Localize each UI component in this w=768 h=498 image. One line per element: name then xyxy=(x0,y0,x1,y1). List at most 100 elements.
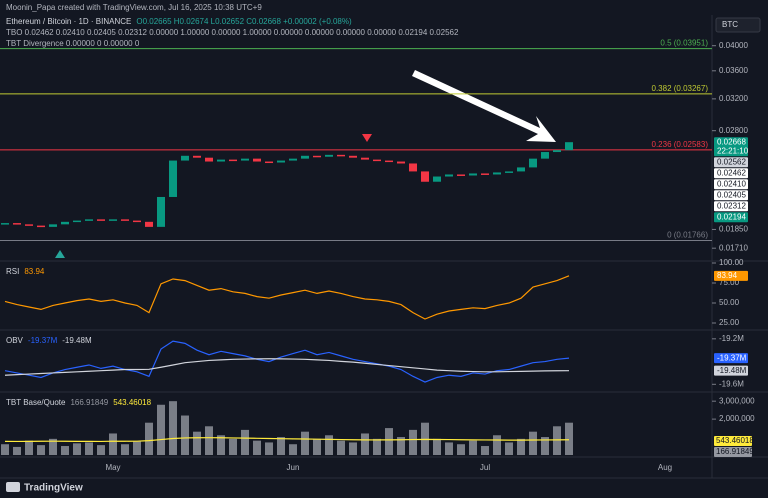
volume-bar xyxy=(13,446,21,455)
price-label: 0.02668 xyxy=(717,137,746,146)
volume-bar xyxy=(445,442,453,455)
candle xyxy=(433,176,441,182)
candle xyxy=(565,142,573,151)
legend-text: OBV xyxy=(6,336,24,345)
price-label-box xyxy=(714,190,748,201)
candle xyxy=(25,224,33,226)
volume-bar xyxy=(553,426,561,455)
volume-bar xyxy=(133,441,141,455)
indicator-line xyxy=(4,275,570,320)
y-tick-label: 0.04000 xyxy=(719,41,748,50)
legend-text: Ethereum / Bitcoin · 1D · BINANCE xyxy=(6,17,131,26)
volume-bar xyxy=(181,415,189,455)
price-label: 0.02194 xyxy=(717,212,746,221)
x-tick-label: Aug xyxy=(658,463,672,472)
level-label: 0.236 (0.02583) xyxy=(652,140,709,149)
candle xyxy=(409,163,417,172)
volume-bar xyxy=(481,446,489,455)
volume-bar xyxy=(193,431,201,455)
candle xyxy=(457,174,465,176)
volume-bar xyxy=(529,431,537,455)
candle xyxy=(421,171,429,182)
legend-text: RSI xyxy=(6,267,19,276)
price-label: 0.02562 xyxy=(717,157,746,166)
volume-bar xyxy=(253,440,261,455)
level-label: 0 (0.01766) xyxy=(667,231,708,240)
volume-bar xyxy=(349,442,357,455)
value-badge xyxy=(714,270,748,281)
candle xyxy=(349,155,357,158)
brand-logo xyxy=(6,482,20,492)
candle xyxy=(1,223,9,225)
volume-ma-line xyxy=(4,437,570,443)
candle xyxy=(133,220,141,223)
volume-bar xyxy=(49,438,57,455)
legend-text: TBT Divergence 0.00000 0 0.00000 0 xyxy=(6,39,140,48)
candle xyxy=(169,160,177,197)
price-label: 0.02410 xyxy=(717,179,746,188)
candle xyxy=(205,157,213,162)
symbol-button-label[interactable]: BTC xyxy=(722,20,738,29)
symbol-button[interactable] xyxy=(715,17,761,33)
candle xyxy=(85,219,93,221)
author-line: Moonin_Papa created with TradingView.com… xyxy=(6,3,262,12)
volume-bar xyxy=(313,438,321,455)
volume-bar xyxy=(217,435,225,455)
volume-bar xyxy=(265,442,273,455)
volume-bar xyxy=(361,433,369,455)
volume-bar xyxy=(373,438,381,455)
legend-text: TBT Base/Quote xyxy=(6,398,66,407)
volume-bar xyxy=(25,440,33,455)
candle xyxy=(61,221,69,225)
candle xyxy=(361,157,369,160)
candle xyxy=(385,160,393,163)
x-tick-label: May xyxy=(105,463,120,472)
value-badge xyxy=(714,353,748,364)
x-tick-label: Jun xyxy=(287,463,300,472)
candle xyxy=(73,220,81,223)
candle xyxy=(181,155,189,161)
candle xyxy=(241,158,249,161)
volume-bar xyxy=(469,440,477,455)
price-label-box xyxy=(714,212,748,223)
value-badge xyxy=(714,447,752,457)
volume-bar xyxy=(397,437,405,455)
volume-bar xyxy=(157,404,165,455)
volume-bar xyxy=(1,444,9,455)
price-label-box xyxy=(714,179,748,190)
y-tick-label: 25.00 xyxy=(719,318,740,327)
candle xyxy=(49,224,57,227)
candle xyxy=(541,152,549,159)
legend-text: O0.02665 H0.02674 L0.02652 C0.02668 +0.0… xyxy=(136,17,352,26)
volume-bar xyxy=(205,426,213,455)
volume-bar xyxy=(541,437,549,455)
countdown: 22:21:10 xyxy=(717,146,749,155)
candle xyxy=(469,173,477,176)
volume-bar xyxy=(85,442,93,455)
y-tick-label: -19.6M xyxy=(719,379,744,388)
candle xyxy=(493,172,501,175)
volume-bar xyxy=(277,437,285,455)
volume-bar xyxy=(61,446,69,455)
candle xyxy=(481,173,489,175)
value-badge-label: -19.37M xyxy=(717,353,747,362)
price-label: 0.02312 xyxy=(717,201,746,210)
candle xyxy=(517,167,525,172)
candle xyxy=(157,196,165,227)
volume-bar xyxy=(565,422,573,455)
candle xyxy=(109,219,117,221)
price-label: 0.02462 xyxy=(717,168,746,177)
price-label-box xyxy=(714,168,748,179)
volume-bar xyxy=(169,401,177,455)
y-tick-label: 50.00 xyxy=(719,298,740,307)
candle xyxy=(193,155,201,158)
y-tick-label: 0.02800 xyxy=(719,126,748,135)
candle xyxy=(217,159,225,162)
y-tick-label: 2,000,000 xyxy=(719,414,755,423)
volume-bar xyxy=(325,435,333,455)
volume-bar xyxy=(505,442,513,455)
value-badge-label: 166.91849 xyxy=(716,447,754,456)
value-badge-label: 543.46018 xyxy=(716,436,754,445)
volume-bar xyxy=(301,431,309,455)
